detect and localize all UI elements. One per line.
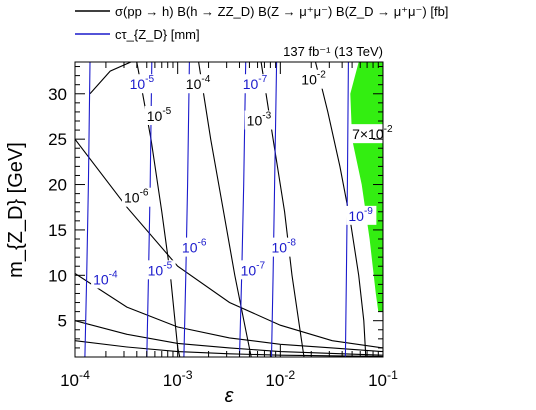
contour-label-bg (346, 205, 377, 225)
contour-label-bg (144, 106, 175, 125)
contour-label-bg (145, 260, 176, 280)
y-axis: 5 10 15 20 25 30 (48, 66, 383, 349)
legend-label-lifetime: cτ_{Z_D} [mm] (115, 27, 200, 42)
y-tick-label: 5 (58, 312, 67, 331)
contour-label-bg (127, 74, 158, 94)
lifetime-contour-5 (344, 62, 349, 357)
lifetime-contour-label-10: 10-6 (182, 238, 207, 256)
legend-label-cross-section: σ(pp → h) B(h → ZZ_D) B(Z → μ⁺μ⁻) B(Z_D … (115, 4, 448, 19)
lifetime-contour-2 (183, 62, 190, 357)
lifetime-contour-label-8: 10-4 (93, 269, 118, 287)
y-tick-label: 20 (48, 176, 67, 195)
x-tick-label: 10-1 (368, 368, 398, 390)
cross-section-contour-3 (75, 340, 383, 357)
excluded-region-layer (350, 62, 383, 312)
contour-labels: 10-6 10-5 10-4 10-3 10-2 7×10-2 10-5 10-7 10-4 10… (91, 69, 395, 289)
y-tick-label: 30 (48, 85, 67, 104)
x-tick-label: 10-4 (60, 368, 90, 390)
cross-section-contour-6 (198, 62, 252, 357)
cross-section-contour-label-1: 10-5 (147, 106, 172, 124)
cross-section-contour-label-5: 7×10-2 (352, 124, 393, 142)
cross-section-contour-1 (75, 273, 383, 353)
y-tick-label: 15 (48, 221, 67, 240)
x-axis: 10-4 10-3 10-2 10-1 (60, 62, 398, 390)
y-tick-label: 10 (48, 266, 67, 285)
contour-label-bg (269, 237, 300, 257)
lifetime-contour-label-11: 10-7 (241, 260, 266, 278)
contour-label-bg (240, 74, 271, 94)
contour-label-bg (179, 237, 210, 257)
cross-section-contour-0 (75, 138, 383, 349)
contour-label-bg (299, 69, 330, 89)
cross-section-contour-label-4: 10-2 (301, 70, 326, 88)
plot-area (75, 62, 383, 357)
lifetime-contour-4 (270, 62, 278, 357)
lifetime-contours (84, 62, 349, 357)
cross-section-contour-label-0: 10-6 (124, 188, 149, 206)
plot-frame (74, 61, 384, 358)
contour-label-bg (121, 187, 152, 207)
lifetime-contour-label-9: 10-5 (148, 260, 173, 278)
legend: σ(pp → h) B(h → ZZ_D) B(Z → μ⁺μ⁻) B(Z_D … (75, 4, 448, 42)
cross-section-contour-label-2: 10-4 (186, 74, 211, 92)
y-tick-label: 25 (48, 130, 67, 149)
luminosity-annotation: 137 fb⁻¹ (13 TeV) (283, 44, 383, 59)
lifetime-contour-label-12: 10-8 (271, 238, 296, 256)
x-tick-label: 10-3 (163, 368, 193, 390)
lifetime-contour-label-7: 10-7 (243, 74, 268, 92)
contour-label-bg (238, 260, 269, 280)
lifetime-contour-label-13: 10-9 (348, 206, 373, 224)
lifetime-contour-0 (84, 62, 91, 357)
lifetime-contour-label-6: 10-5 (130, 74, 155, 92)
excluded-region (350, 62, 383, 312)
y-axis-title: m_{Z_D} [GeV] (5, 142, 27, 278)
cross-section-contour-2 (75, 320, 383, 356)
contour-label-bg (91, 269, 122, 289)
cross-section-contour-4 (89, 62, 132, 95)
cross-section-contour-7 (260, 62, 305, 357)
x-axis-title: ε (225, 385, 235, 407)
x-tick-label: 10-2 (265, 368, 295, 390)
contour-label-bg (183, 74, 214, 94)
cross-section-contours (75, 62, 383, 357)
contour-label-bg (244, 110, 275, 130)
cross-section-contour-label-3: 10-3 (247, 111, 272, 129)
